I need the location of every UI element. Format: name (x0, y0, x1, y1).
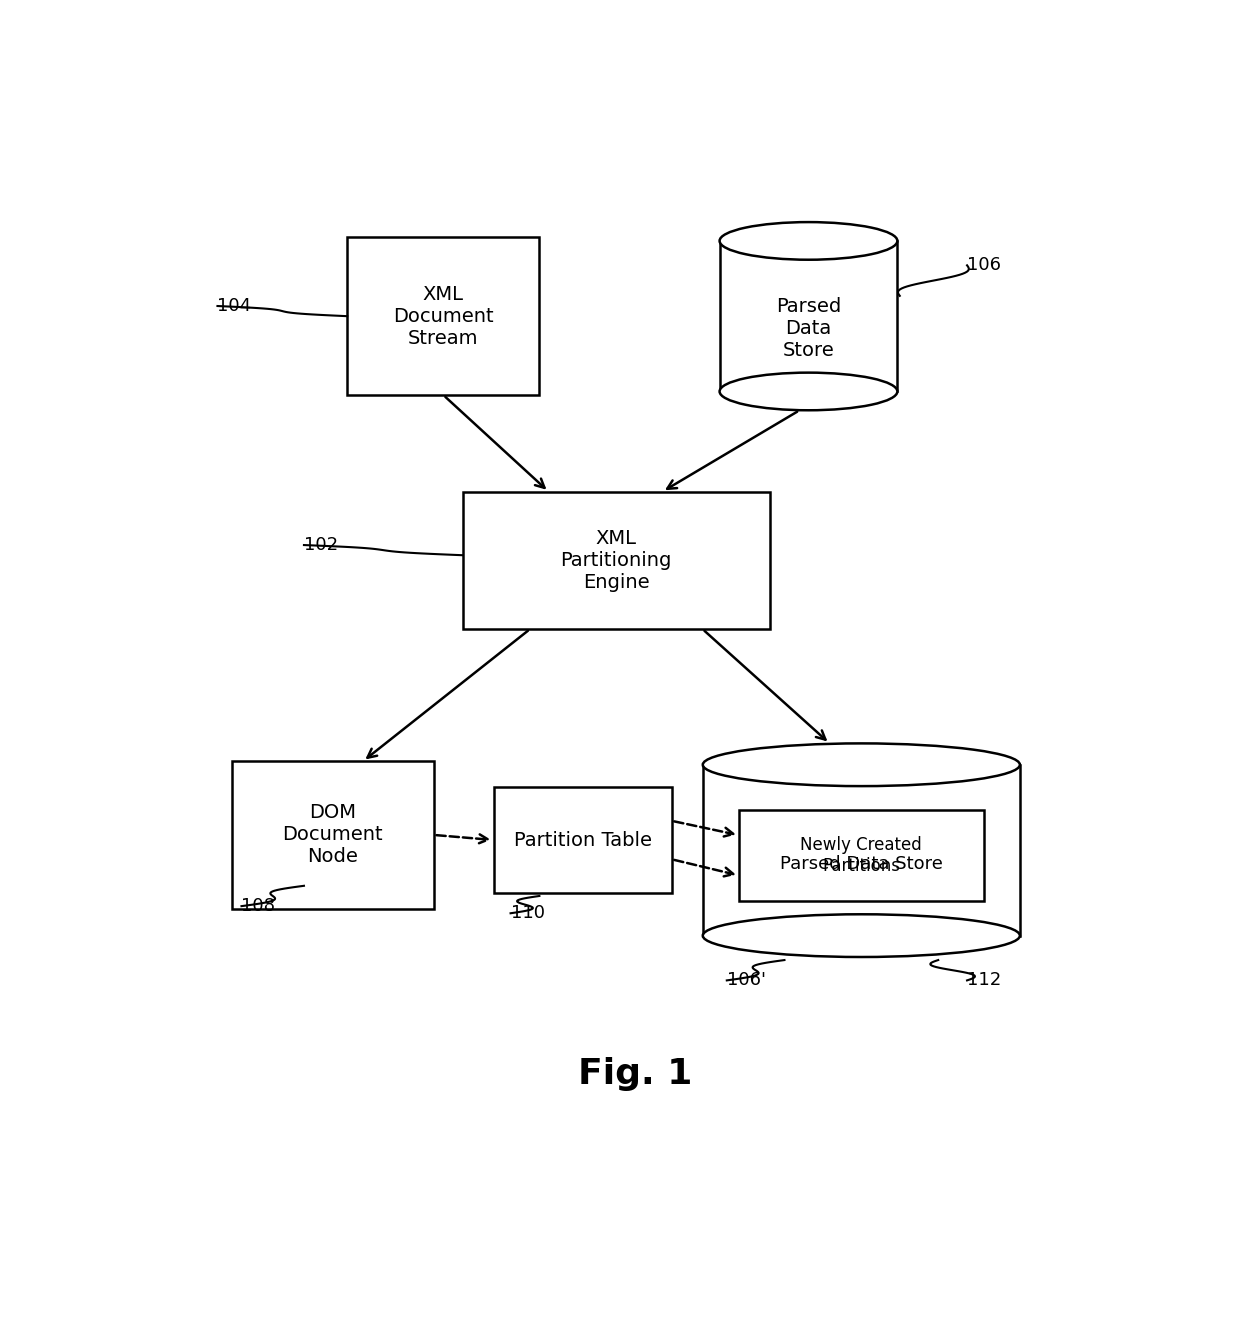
Ellipse shape (703, 744, 1021, 786)
Text: 104: 104 (217, 297, 252, 314)
Bar (232, 761, 434, 909)
Text: Fig. 1: Fig. 1 (578, 1057, 693, 1091)
Text: Newly Created
Partitions: Newly Created Partitions (801, 836, 923, 875)
Bar (494, 786, 672, 893)
Text: Parsed
Data
Store: Parsed Data Store (776, 297, 841, 361)
Text: 112: 112 (967, 971, 1001, 989)
Text: Partition Table: Partition Table (513, 831, 652, 849)
Bar (703, 765, 1019, 935)
Ellipse shape (703, 914, 1021, 956)
Text: 102: 102 (304, 536, 339, 553)
Text: XML
Partitioning
Engine: XML Partitioning Engine (560, 528, 672, 592)
Text: DOM
Document
Node: DOM Document Node (283, 803, 383, 867)
Ellipse shape (719, 373, 898, 411)
Text: 110: 110 (511, 905, 544, 922)
Text: XML
Document
Stream: XML Document Stream (393, 285, 494, 347)
Bar (719, 240, 898, 391)
Ellipse shape (719, 222, 898, 260)
Bar (347, 238, 539, 395)
Bar (739, 810, 983, 901)
Text: Parsed Data Store: Parsed Data Store (780, 856, 942, 873)
Text: 106': 106' (727, 971, 766, 989)
Text: 108: 108 (242, 897, 275, 915)
Bar (463, 491, 770, 629)
Text: 106: 106 (967, 256, 1001, 275)
